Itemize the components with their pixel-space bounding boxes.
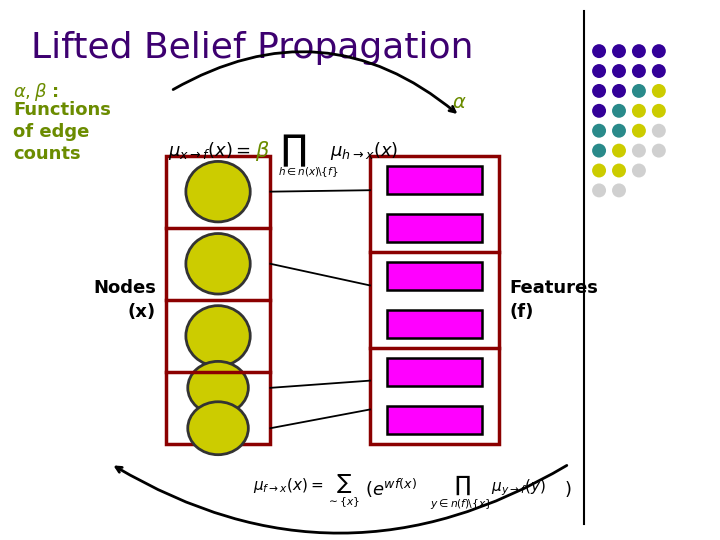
Circle shape <box>612 124 626 138</box>
Circle shape <box>612 64 626 78</box>
Ellipse shape <box>188 361 248 414</box>
Text: $\prod_{y\in n(f)\backslash\{x\}}\mu_{y\rightarrow f}(y)$: $\prod_{y\in n(f)\backslash\{x\}}\mu_{y\… <box>430 473 546 511</box>
Circle shape <box>592 44 606 58</box>
Bar <box>387 166 482 193</box>
Text: $\alpha$: $\alpha$ <box>452 93 467 112</box>
Circle shape <box>592 184 606 198</box>
Bar <box>387 358 482 386</box>
Text: $\mu_{h\rightarrow x}(x)$: $\mu_{h\rightarrow x}(x)$ <box>330 140 398 161</box>
Circle shape <box>612 104 626 118</box>
Ellipse shape <box>186 306 251 366</box>
Circle shape <box>632 144 646 158</box>
Circle shape <box>592 144 606 158</box>
Text: Lifted Belief Propagation: Lifted Belief Propagation <box>31 31 474 65</box>
Circle shape <box>612 44 626 58</box>
Bar <box>387 406 482 434</box>
Ellipse shape <box>186 161 251 222</box>
Circle shape <box>632 44 646 58</box>
Text: of edge: of edge <box>14 123 90 141</box>
Circle shape <box>652 124 666 138</box>
Text: counts: counts <box>14 145 81 163</box>
Text: Nodes
(x): Nodes (x) <box>93 279 156 321</box>
Text: Functions: Functions <box>14 101 111 119</box>
Circle shape <box>632 164 646 178</box>
Circle shape <box>592 104 606 118</box>
Text: $\left( e^{wf(x)}\right.$: $\left( e^{wf(x)}\right.$ <box>365 477 417 501</box>
Bar <box>387 214 482 241</box>
Ellipse shape <box>186 233 251 294</box>
Circle shape <box>612 184 626 198</box>
Circle shape <box>592 64 606 78</box>
Circle shape <box>632 124 646 138</box>
Circle shape <box>612 164 626 178</box>
Circle shape <box>592 164 606 178</box>
Circle shape <box>652 144 666 158</box>
Text: $\left.\right)$: $\left.\right)$ <box>564 479 572 499</box>
Text: $h\in n(x)\backslash\{f\}$: $h\in n(x)\backslash\{f\}$ <box>279 166 339 179</box>
Circle shape <box>652 104 666 118</box>
Text: $\mu_{f\rightarrow x}(x) = \sum_{\sim\{x\}}$: $\mu_{f\rightarrow x}(x) = \sum_{\sim\{x… <box>253 474 360 510</box>
Bar <box>387 262 482 290</box>
Bar <box>387 310 482 338</box>
Circle shape <box>652 84 666 98</box>
Circle shape <box>632 64 646 78</box>
Text: Features
(f): Features (f) <box>510 279 598 321</box>
Text: $\mu_{x\rightarrow f}(x) = $: $\mu_{x\rightarrow f}(x) = $ <box>168 140 251 161</box>
Text: $\prod$: $\prod$ <box>280 132 307 169</box>
Circle shape <box>612 84 626 98</box>
Circle shape <box>592 84 606 98</box>
Circle shape <box>632 104 646 118</box>
Circle shape <box>632 84 646 98</box>
Circle shape <box>592 124 606 138</box>
Ellipse shape <box>188 402 248 455</box>
Bar <box>166 156 270 444</box>
Circle shape <box>652 44 666 58</box>
Bar <box>370 156 500 444</box>
Text: $\beta$: $\beta$ <box>256 139 270 163</box>
Circle shape <box>652 64 666 78</box>
Circle shape <box>612 144 626 158</box>
Text: $\alpha,\beta$ :: $\alpha,\beta$ : <box>14 81 59 103</box>
